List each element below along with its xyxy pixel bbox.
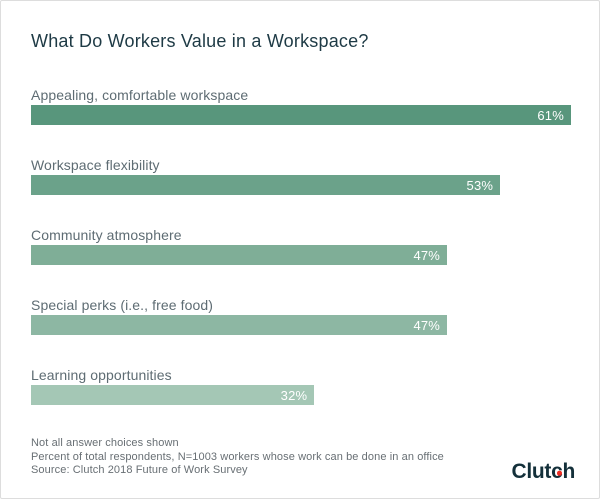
bar-row: Appealing, comfortable workspace 61% — [31, 85, 571, 125]
bar-row: Community atmosphere 47% — [31, 225, 569, 265]
bar-row: Special perks (i.e., free food) 47% — [31, 295, 569, 335]
bar-row: Learning opportunities 32% — [31, 365, 569, 405]
footnote-line: Not all answer choices shown — [31, 437, 179, 449]
bar-track: 32% — [31, 385, 571, 405]
footnotes: Not all answer choices shown Percent of … — [1, 405, 599, 478]
bar-label: Learning opportunities — [31, 367, 172, 383]
bar-label: Community atmosphere — [31, 227, 182, 243]
bar-track: 61% — [31, 105, 571, 125]
bar: 53% — [31, 175, 501, 195]
clutch-logo: Clutch — [511, 460, 575, 484]
chart-area: Appealing, comfortable workspace 61% Wor… — [1, 85, 599, 405]
bar-value-label: 47% — [413, 247, 441, 263]
logo-text-suffix: h — [562, 460, 575, 483]
bar: 61% — [31, 105, 571, 125]
bar-label: Workspace flexibility — [31, 157, 160, 173]
bar: 47% — [31, 315, 448, 335]
bar-value-label: 32% — [280, 387, 308, 403]
logo-dotted-letter: c — [551, 460, 563, 484]
bar-track: 47% — [31, 315, 571, 335]
bar: 47% — [31, 245, 448, 265]
logo-red-dot-icon — [557, 471, 562, 476]
footnote-line: Percent of total respondents, N=1003 wor… — [31, 450, 444, 463]
bar-value-label: 47% — [413, 317, 441, 333]
bar-value-label: 53% — [466, 177, 494, 193]
bar-value-label: 61% — [537, 107, 564, 123]
bar-row: Workspace flexibility 53% — [31, 155, 569, 195]
bar-label: Special perks (i.e., free food) — [31, 297, 214, 313]
footnote-line: Source: Clutch 2018 Future of Work Surve… — [31, 464, 248, 476]
bar-label: Appealing, comfortable workspace — [31, 87, 249, 103]
bar-track: 47% — [31, 245, 571, 265]
chart-title: What Do Workers Value in a Workspace? — [31, 31, 369, 51]
bar-track: 53% — [31, 175, 571, 195]
bar: 32% — [31, 385, 315, 405]
logo-text-prefix: Clut — [511, 460, 552, 483]
